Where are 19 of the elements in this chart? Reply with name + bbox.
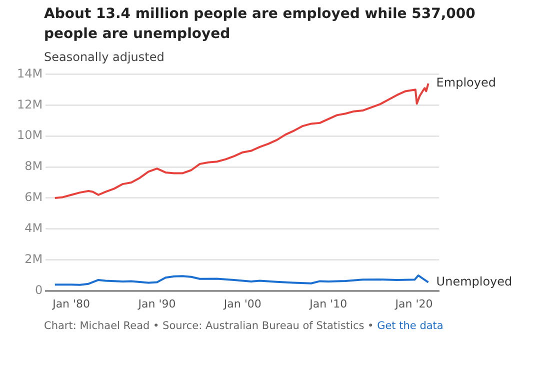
y-tick-label: 0	[34, 282, 43, 297]
x-tick-label: Jan '20	[394, 297, 433, 310]
y-tick-label: 14M	[17, 66, 43, 80]
x-tick-label: Jan '10	[308, 297, 348, 310]
text: Get the data	[376, 320, 444, 332]
y-tick-label: 6M	[24, 190, 43, 204]
series-label: Employed	[436, 76, 496, 90]
text: Chart: Michael Read • Source: Australian Bureau of Statistics •	[44, 320, 374, 332]
y-tick-label: 2M	[24, 252, 43, 266]
y-tick-label: 8M	[24, 159, 43, 174]
x-tick-label: Jan '00	[222, 297, 262, 310]
x-tick-label: Jan '80	[52, 297, 90, 310]
y-tick-label: 12M	[17, 97, 43, 112]
chart-subtitle: Seasonally adjusted	[44, 50, 166, 64]
series-label: Unemployed	[436, 274, 512, 288]
y-tick-label: 4M	[24, 221, 43, 236]
y-tick-label: 10M	[17, 128, 43, 142]
chart-title: About 13.4 million people are employed while 537,000 people are unemployed	[44, 5, 476, 44]
x-tick-label: Jan '90	[137, 297, 176, 310]
